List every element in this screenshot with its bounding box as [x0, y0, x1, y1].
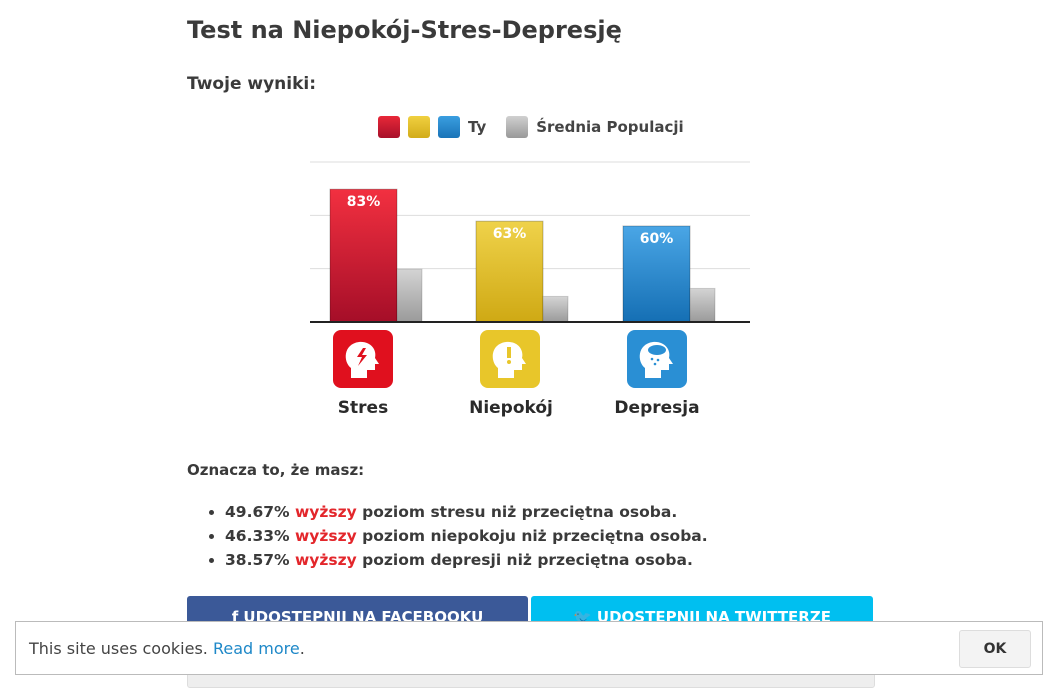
means-label: Oznacza to, że masz: [187, 461, 365, 479]
legend-swatch-blue [438, 116, 460, 138]
bar-population [689, 287, 716, 323]
legend-swatch-yellow [408, 116, 430, 138]
data-label: 60% [640, 231, 674, 247]
legend-swatch-gray [506, 116, 529, 138]
category-label: Niepokój [469, 398, 553, 418]
chart-legend: Ty Średnia Populacji [378, 116, 684, 138]
result-item: 49.67% wyższy poziom stresu niż przecięt… [225, 500, 708, 524]
result-item: 46.33% wyższy poziom niepokoju niż przec… [225, 524, 708, 548]
cookie-banner: This site uses cookies. Read more. OK [15, 621, 1043, 675]
results-heading: Twoje wyniki: [187, 74, 317, 94]
bar-population [396, 268, 423, 323]
anxiety-icon [480, 330, 540, 388]
legend-swatch-red [378, 116, 400, 138]
legend-label-you: Ty [468, 118, 487, 136]
data-label: 63% [493, 226, 527, 242]
results-chart: 83% 63% 60% Stres Niepokój Depresja [310, 161, 750, 418]
cookie-text: This site uses cookies. [29, 638, 208, 658]
results-list: 49.67% wyższy poziom stresu niż przecięt… [205, 500, 708, 572]
legend-label-population: Średnia Populacji [536, 118, 684, 136]
read-more-link[interactable]: Read more [212, 638, 300, 658]
category-label: Depresja [614, 398, 699, 418]
depression-icon [627, 330, 687, 388]
data-label: 83% [347, 194, 381, 210]
stress-icon [333, 330, 393, 388]
result-item: 38.57% wyższy poziom depresji niż przeci… [225, 548, 708, 572]
cookie-ok-button[interactable]: OK [959, 630, 1031, 668]
page-title: Test na Niepokój-Stres-Depresję [187, 16, 622, 44]
category-label: Stres [338, 398, 388, 418]
bar-population [542, 295, 569, 323]
